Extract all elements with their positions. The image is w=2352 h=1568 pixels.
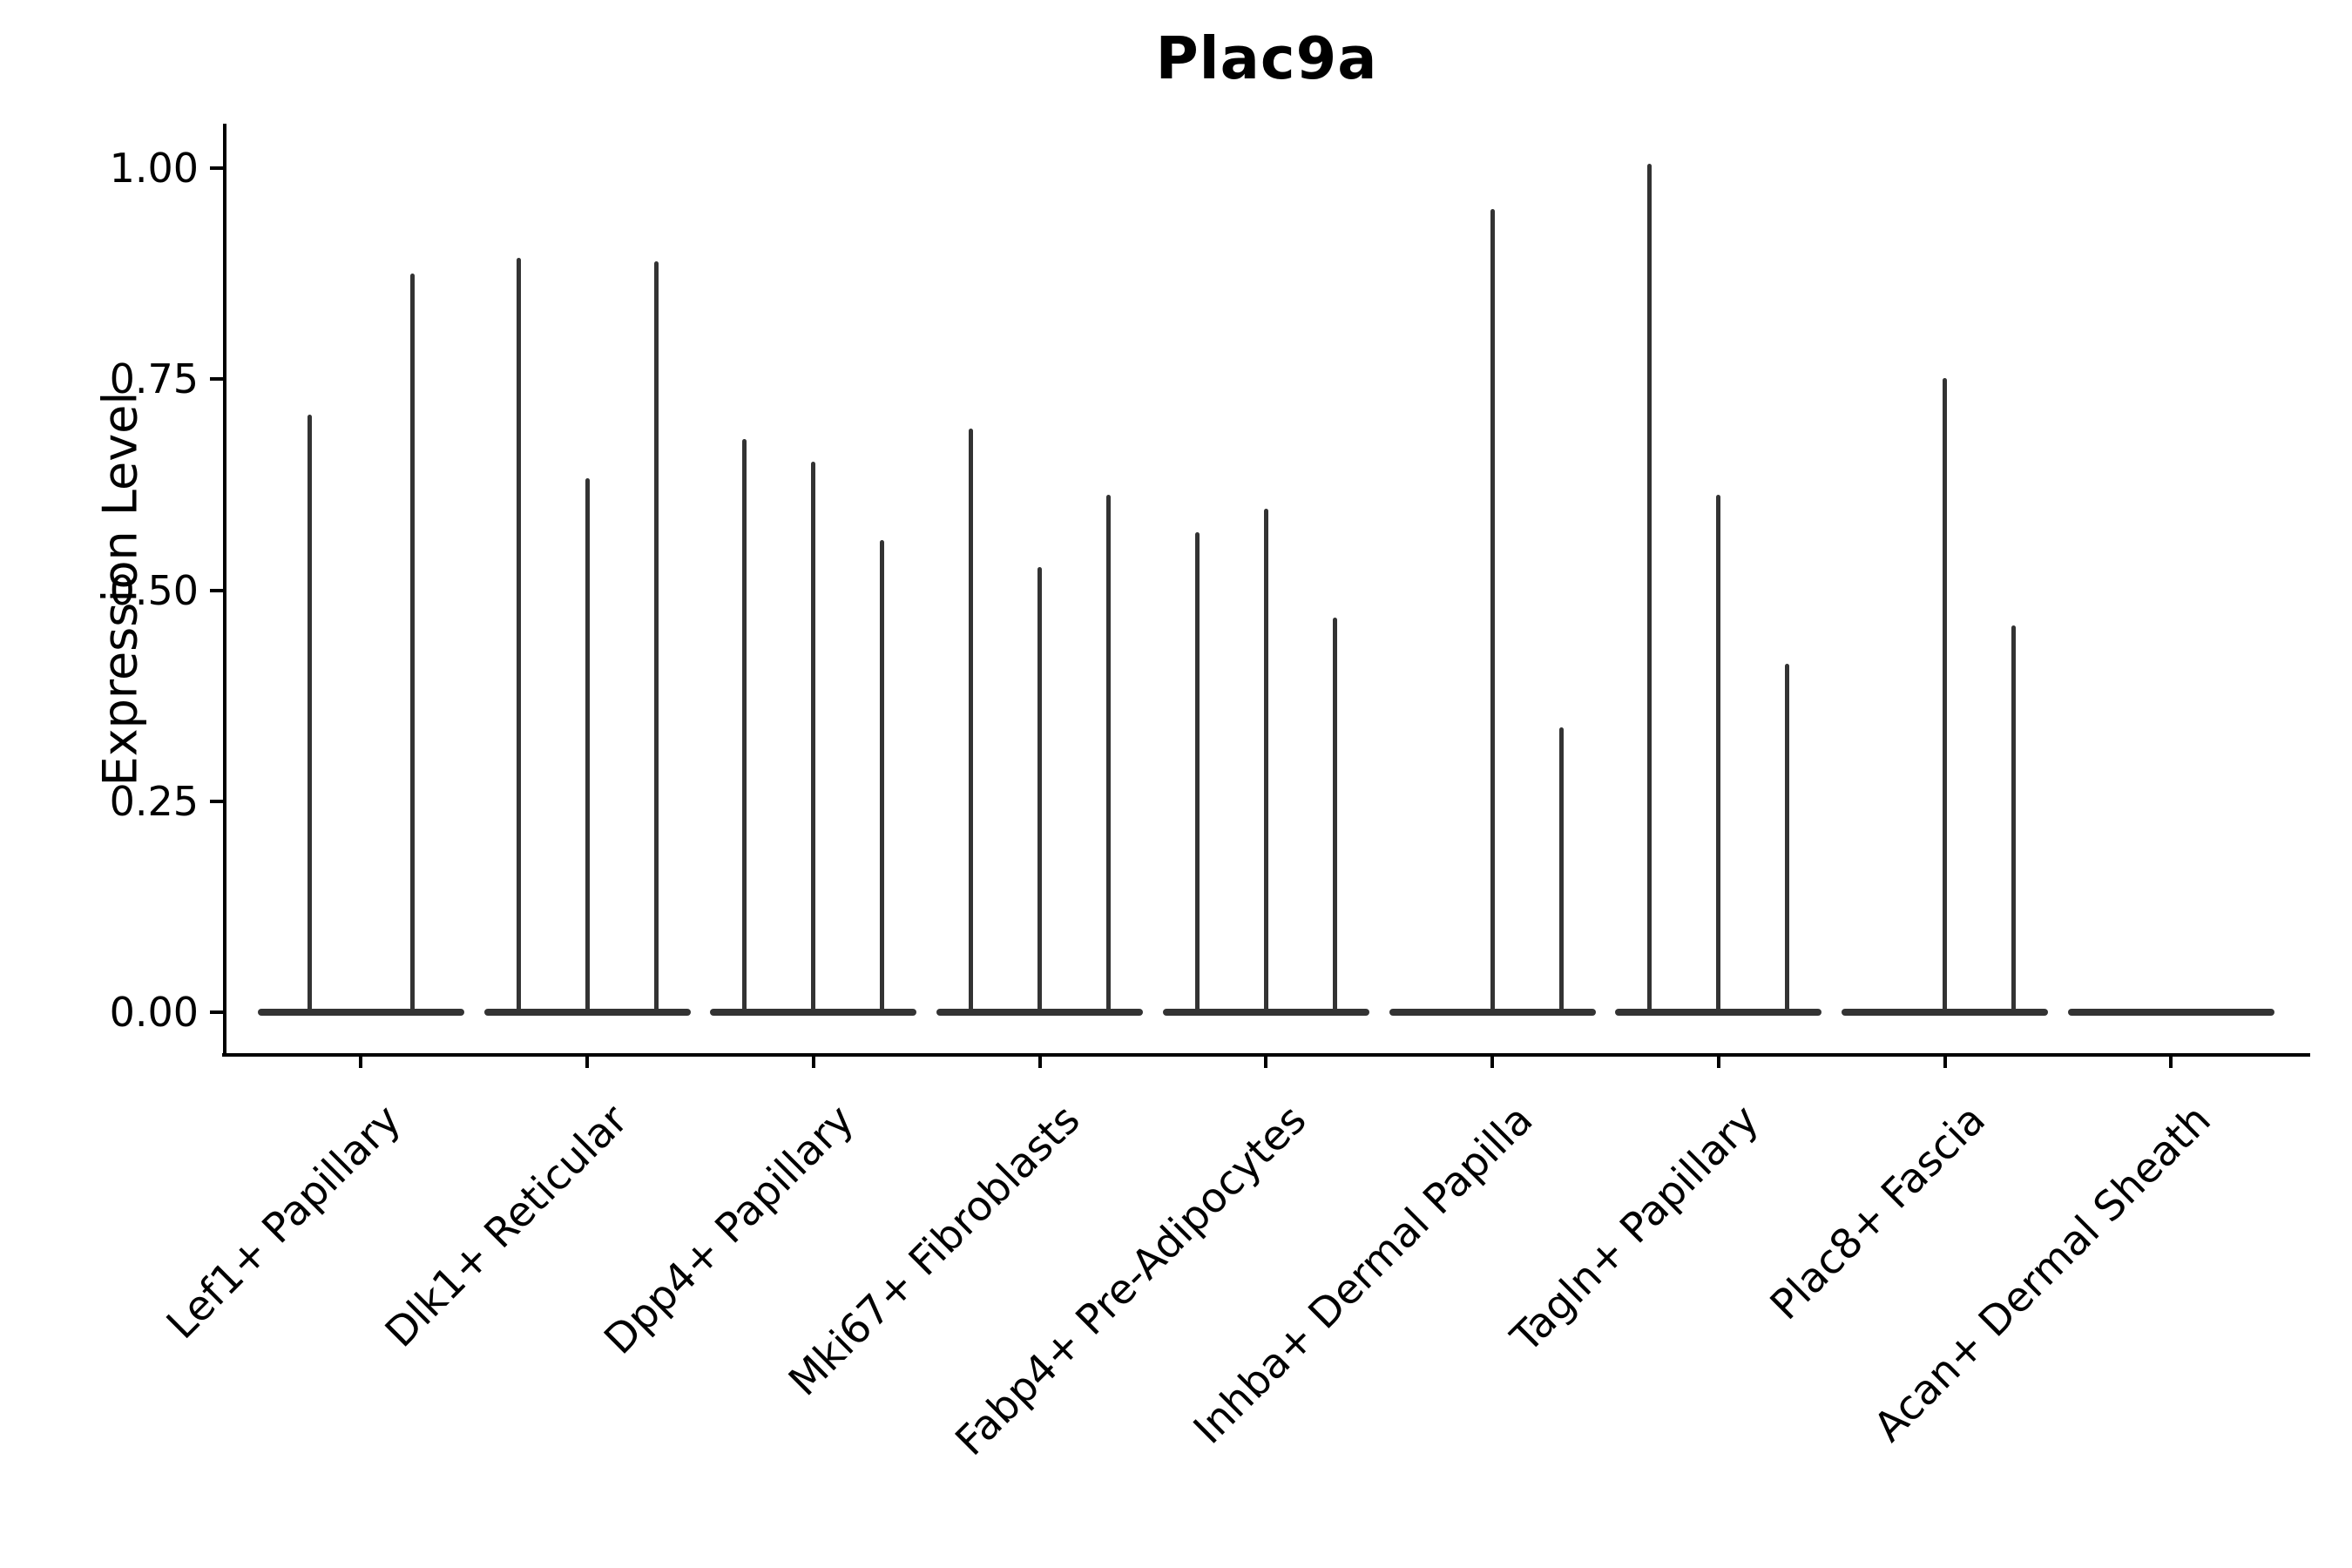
violin-spike — [1716, 495, 1721, 1015]
violin-spike — [1490, 208, 1495, 1015]
x-tick-label: Dlk1+ Reticular — [375, 1096, 637, 1357]
y-tick-mark — [210, 588, 225, 592]
y-tick-label: 0.75 — [109, 355, 199, 403]
x-tick-mark — [1490, 1054, 1495, 1068]
violin-spike — [1194, 531, 1200, 1015]
violin-spike — [1558, 727, 1564, 1015]
y-tick-mark — [210, 377, 225, 382]
y-tick-mark — [210, 166, 225, 170]
x-tick-mark — [585, 1054, 590, 1068]
violin-spike — [516, 257, 521, 1015]
violin-base — [2067, 1009, 2274, 1016]
violin-spike — [1943, 378, 1948, 1015]
x-tick-mark — [359, 1054, 363, 1068]
x-tick-label: Plac8+ Fascia — [1761, 1096, 1995, 1329]
y-tick-mark — [210, 1010, 225, 1014]
violin-spike — [1037, 567, 1043, 1015]
violin-base — [257, 1009, 464, 1016]
violin-spike — [1106, 495, 1112, 1015]
violin-spike — [880, 540, 885, 1015]
violin-spike — [585, 477, 590, 1015]
violin-spike — [1785, 663, 1790, 1015]
x-tick-mark — [1943, 1054, 1947, 1068]
y-axis-spine — [223, 124, 226, 1056]
violin-spike — [1647, 164, 1652, 1015]
violin-spike — [1263, 508, 1268, 1015]
x-tick-mark — [2169, 1054, 2173, 1068]
violin-spike — [969, 429, 974, 1015]
violin-spike — [1332, 618, 1337, 1015]
y-tick-label: 1.00 — [109, 145, 199, 192]
x-tick-label: Lef1+ Papillary — [158, 1096, 411, 1348]
plot-title: Plac9a — [1155, 24, 1378, 92]
y-tick-mark — [210, 799, 225, 803]
x-tick-label: Tagln+ Papillary — [1502, 1096, 1768, 1362]
violin-spike — [811, 462, 816, 1015]
x-tick-mark — [1037, 1054, 1042, 1068]
violin-spike — [742, 439, 747, 1015]
y-tick-label: 0.50 — [109, 566, 199, 614]
violin-spike — [653, 260, 659, 1015]
x-tick-mark — [1264, 1054, 1268, 1068]
violin-spike — [410, 274, 416, 1015]
y-tick-label: 0.25 — [109, 777, 199, 825]
x-tick-label: Dpp4+ Papillary — [595, 1096, 863, 1364]
x-tick-mark — [1716, 1054, 1720, 1068]
violin-spike — [2011, 625, 2017, 1015]
violin-spike — [307, 414, 312, 1015]
y-tick-label: 0.00 — [109, 989, 199, 1036]
x-tick-mark — [811, 1054, 815, 1068]
